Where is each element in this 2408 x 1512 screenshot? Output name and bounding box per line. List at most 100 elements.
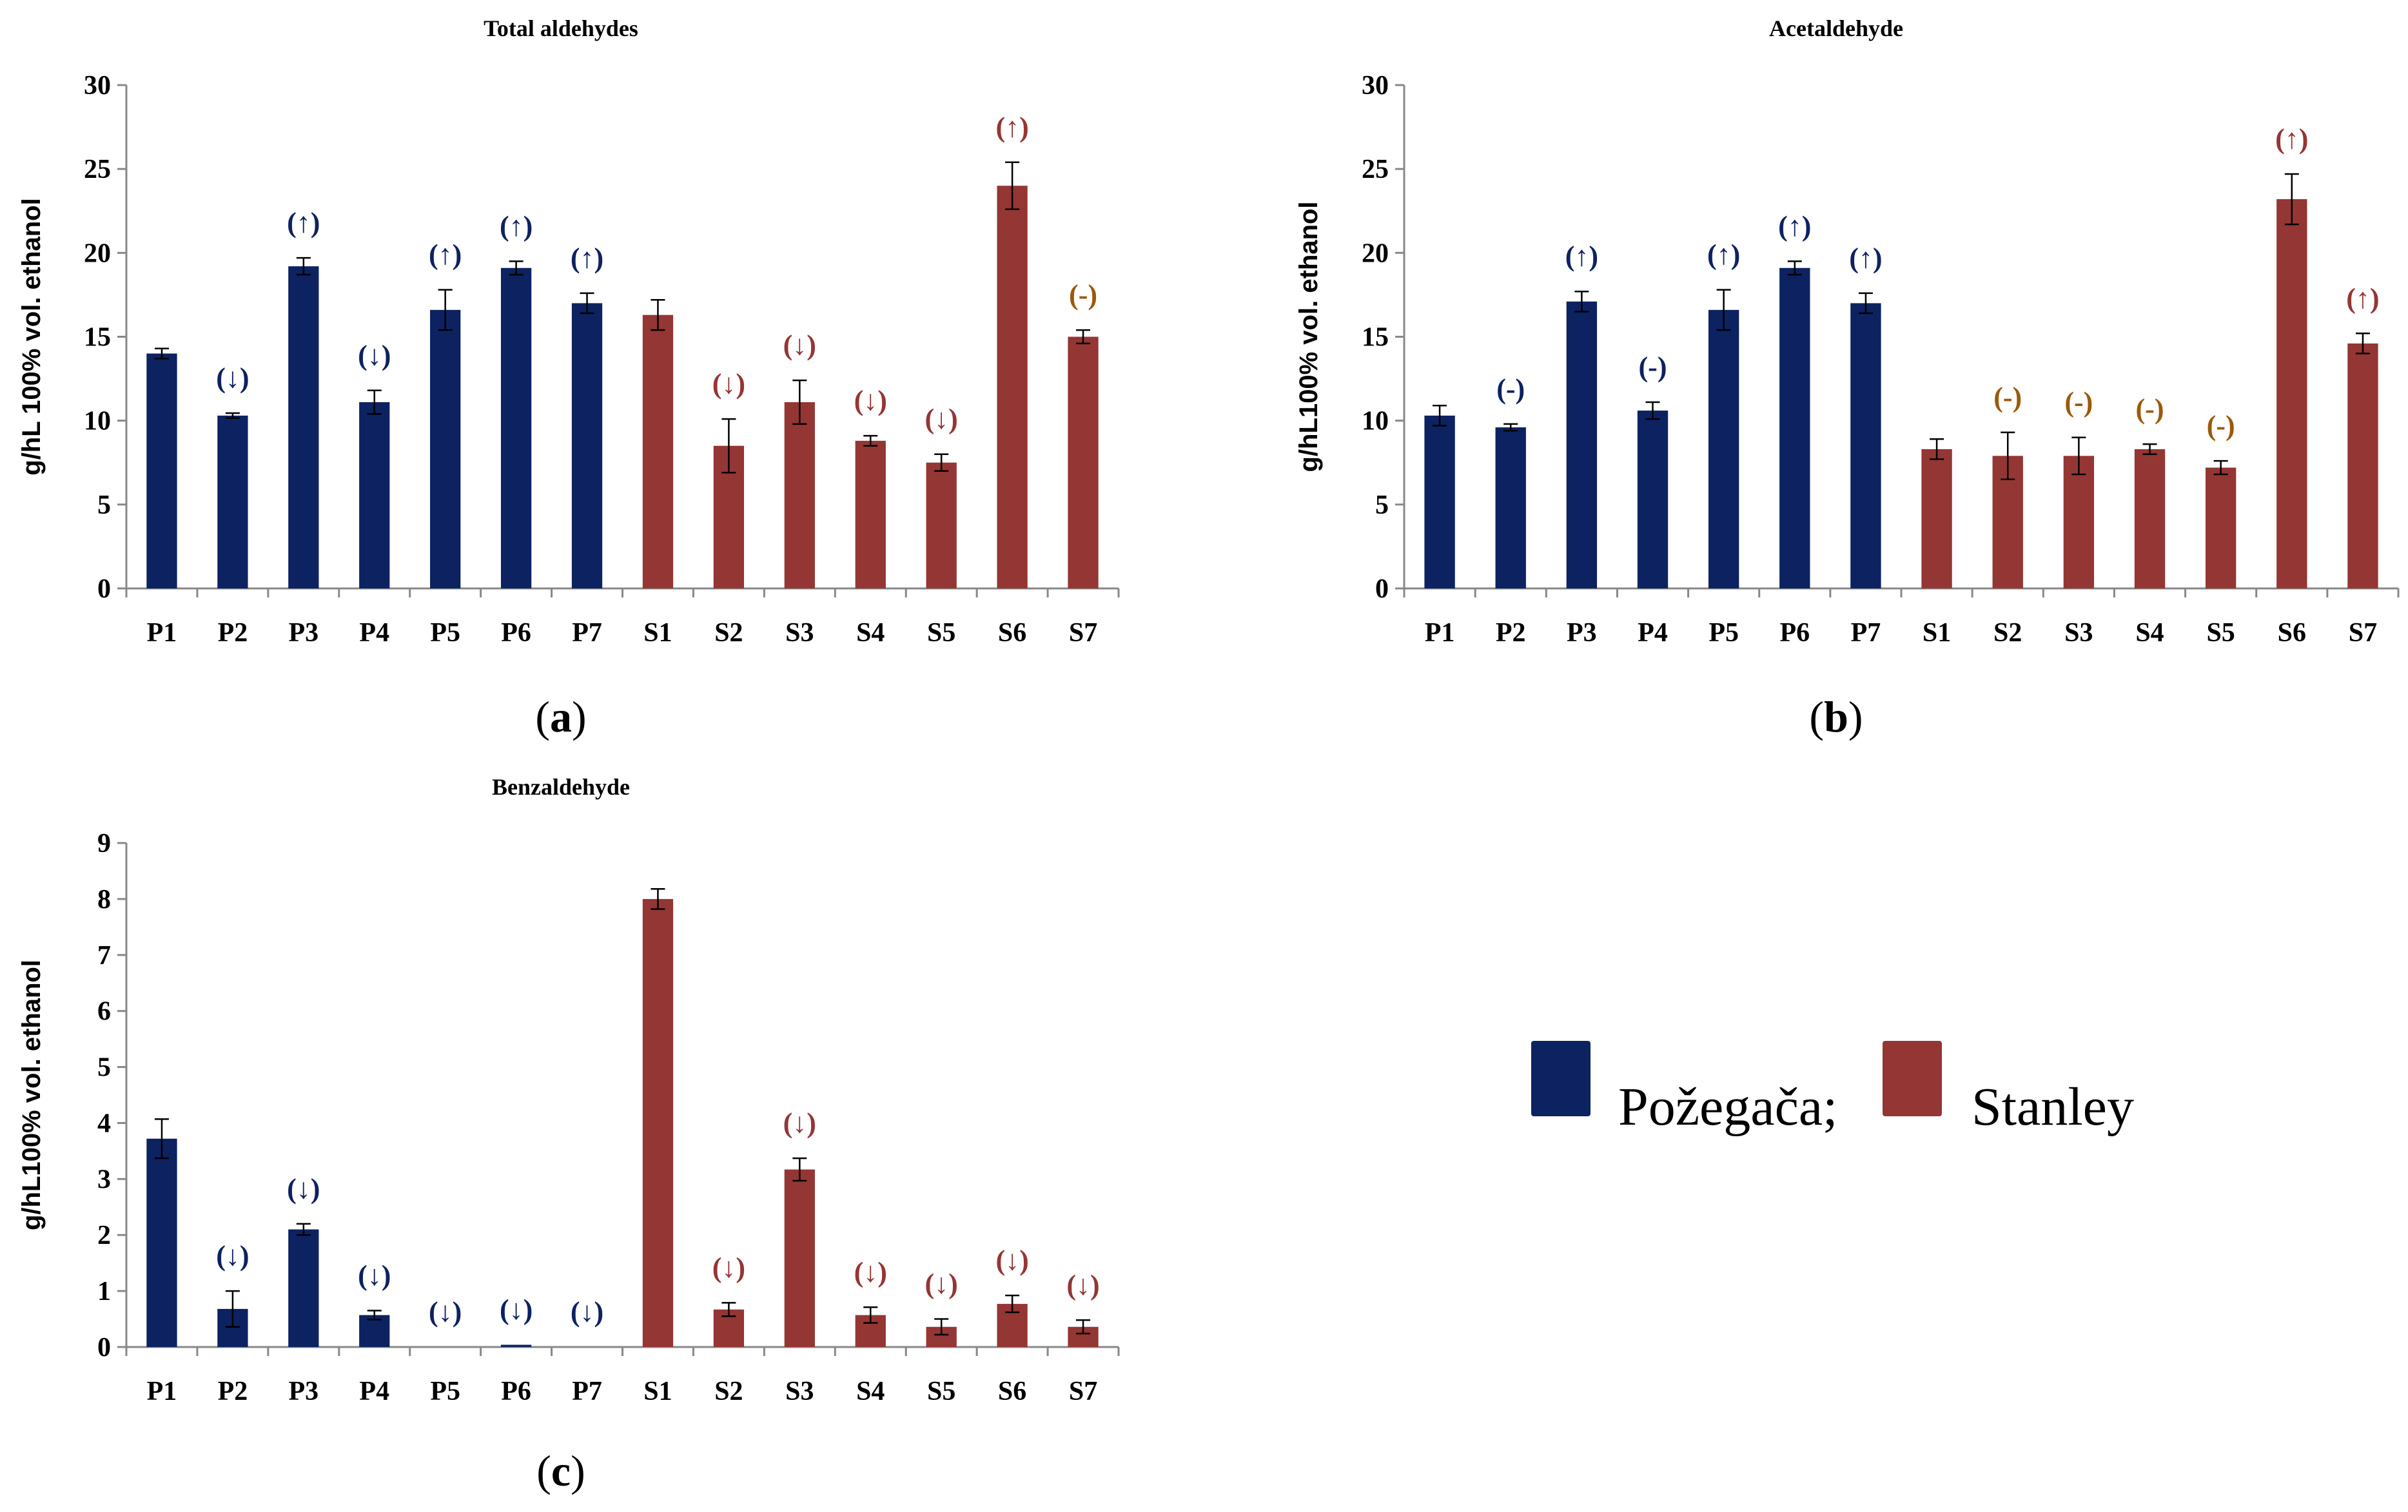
x-tick-label: P6 (501, 1377, 531, 1406)
x-tick-label: S3 (785, 1377, 814, 1406)
y-tick-label: 30 (84, 71, 111, 101)
bar-p5 (1708, 309, 1739, 588)
significance-annotation: (↓) (783, 329, 816, 361)
x-tick-label: S7 (1069, 1377, 1097, 1406)
significance-annotation: (↑) (429, 239, 462, 271)
bar-s4 (855, 440, 886, 588)
significance-annotation: (↑) (1707, 239, 1740, 271)
x-tick-label: S2 (1993, 618, 2022, 648)
y-tick-label: 20 (84, 238, 111, 268)
panel-caption: (b) (1809, 692, 1863, 741)
y-tick-label: 15 (1362, 323, 1389, 353)
bar-p2 (217, 415, 248, 588)
legend-label-stanley: Stanley (1972, 1077, 2134, 1137)
significance-annotation: (↓) (358, 1260, 391, 1292)
y-axis-label: g/hL100% vol. ethanol (17, 960, 46, 1230)
legend-swatch-stanley (1883, 1041, 1942, 1116)
panel-caption: (c) (536, 1446, 585, 1495)
x-tick-label: S6 (2278, 618, 2306, 648)
significance-annotation: (↓) (1066, 1269, 1099, 1301)
y-tick-label: 10 (1362, 407, 1389, 436)
y-tick-label: 5 (1375, 490, 1389, 520)
x-tick-label: S4 (856, 618, 885, 648)
y-tick-label: 1 (97, 1277, 111, 1306)
x-tick-label: S2 (714, 618, 743, 648)
significance-annotation: (↑) (500, 210, 533, 242)
x-tick-label: P3 (1567, 618, 1597, 648)
x-tick-label: S4 (2135, 618, 2164, 648)
y-tick-label: 4 (97, 1109, 111, 1138)
y-tick-label: 0 (97, 574, 111, 604)
y-tick-label: 10 (84, 407, 111, 436)
x-tick-label: P4 (359, 618, 389, 648)
bar-p6 (500, 1344, 532, 1347)
x-tick-label: S5 (927, 1377, 955, 1406)
significance-annotation: (↓) (995, 1245, 1028, 1276)
significance-annotation: (↓) (712, 1252, 745, 1283)
x-tick-label: P2 (218, 1377, 248, 1406)
significance-annotation: (↓) (358, 340, 391, 371)
x-tick-label: S6 (998, 1377, 1026, 1406)
bar-p3 (1566, 301, 1598, 588)
x-tick-label: S4 (856, 1377, 885, 1406)
significance-annotation: (-) (1069, 279, 1097, 311)
bar-s6 (2276, 199, 2307, 588)
bar-p1 (146, 1138, 177, 1347)
x-tick-label: S3 (785, 618, 814, 648)
significance-annotation: (-) (2136, 393, 2164, 425)
y-tick-label: 2 (97, 1221, 111, 1250)
bar-p7 (1850, 303, 1881, 588)
significance-annotation: (↑) (1849, 242, 1882, 274)
y-axis-label: g/hL 100% vol. ethanol (17, 198, 46, 475)
significance-annotation: (-) (1993, 382, 2022, 413)
significance-annotation: (↓) (712, 368, 745, 400)
x-tick-label: S1 (643, 1377, 672, 1406)
caption-close: ) (572, 692, 587, 741)
significance-annotation: (↓) (925, 403, 958, 435)
significance-annotation: (↑) (571, 242, 603, 274)
y-tick-label: 15 (84, 323, 111, 353)
chart-total-aldehydes: Total aldehydes g/hL 100% vol. ethanol 0 5 1… (17, 15, 1120, 741)
significance-annotation: (-) (1496, 373, 1525, 405)
x-tick-label: P6 (1779, 618, 1810, 648)
x-tick-label: P3 (288, 618, 318, 648)
caption-letter: b (1824, 692, 1848, 741)
significance-annotation: (↓) (925, 1268, 958, 1300)
bar-p6 (1779, 267, 1810, 588)
x-tick-label: P4 (359, 1377, 389, 1406)
significance-annotation: (↑) (2346, 282, 2379, 314)
significance-annotation: (↓) (783, 1107, 816, 1139)
x-tick-label: P2 (1496, 618, 1526, 648)
bar-p6 (500, 267, 532, 588)
caption-close: ) (571, 1446, 585, 1495)
significance-annotation: (↑) (287, 207, 320, 238)
x-tick-label: P6 (501, 618, 531, 648)
bar-p5 (430, 309, 461, 588)
significance-annotation: (↓) (571, 1296, 603, 1328)
x-tick-label: P2 (218, 618, 248, 648)
x-tick-label: P4 (1638, 618, 1668, 648)
bar-s5 (2205, 467, 2237, 588)
bar-s6 (997, 186, 1028, 588)
chart-title: Acetaldehyde (1769, 15, 1903, 41)
caption-open: ( (1809, 692, 1824, 741)
bar-s7 (1068, 336, 1099, 588)
x-tick-label: P5 (1708, 618, 1739, 648)
bar-s1 (642, 315, 674, 588)
y-tick-label: 25 (1362, 155, 1389, 184)
x-tick-label: P5 (430, 1377, 460, 1406)
bar-s1 (1921, 449, 1952, 588)
bar-p4 (359, 1315, 390, 1347)
x-tick-label: S6 (998, 618, 1026, 648)
x-tick-label: P7 (572, 1377, 602, 1406)
significance-annotation: (↓) (287, 1173, 320, 1205)
x-tick-label: S5 (927, 618, 955, 648)
bar-s5 (926, 462, 957, 588)
significance-annotation: (-) (1639, 351, 1667, 383)
panel-caption: (a) (535, 692, 586, 741)
bar-s1 (642, 898, 674, 1347)
y-tick-label: 7 (97, 941, 111, 971)
x-tick-label: S2 (714, 1377, 743, 1406)
significance-annotation: (↓) (854, 385, 887, 416)
